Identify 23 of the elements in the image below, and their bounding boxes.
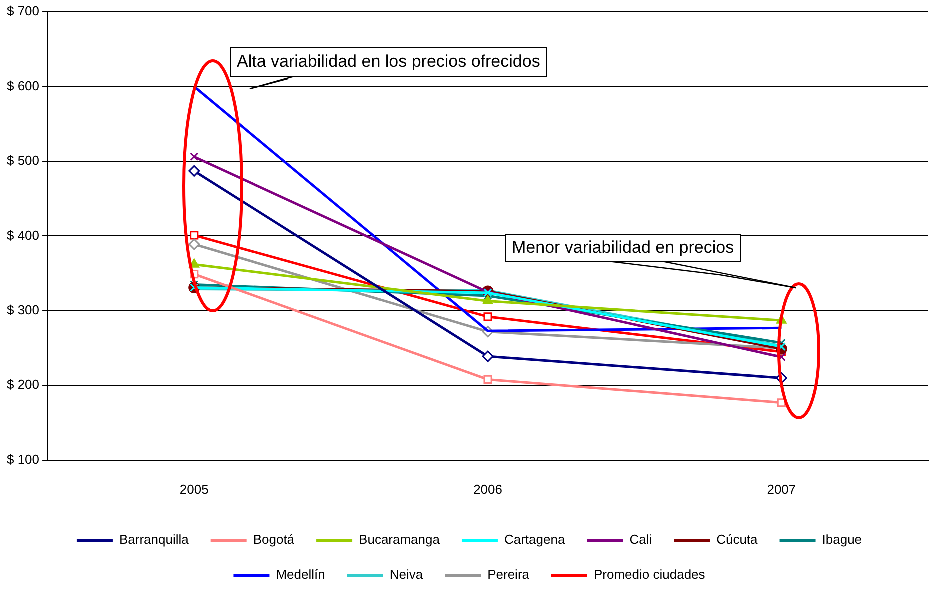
legend-label: Cartagena xyxy=(504,532,566,548)
legend-label: Pereira xyxy=(488,567,530,582)
legend-label: Cúcuta xyxy=(716,532,759,548)
y-tick-label: $ 300 xyxy=(6,302,40,318)
legend-label: Promedio ciudades xyxy=(594,567,706,582)
x-tick-label: 2007 xyxy=(767,482,796,497)
legend-label: Cali xyxy=(630,532,652,548)
legend-label: Ibague xyxy=(822,532,862,548)
y-tick-label: $ 700 xyxy=(6,4,40,19)
y-tick-label: $ 200 xyxy=(6,377,40,392)
x-tick-label: 2006 xyxy=(474,482,502,497)
legend-label: Barranquilla xyxy=(119,532,190,548)
y-tick-label: $ 500 xyxy=(6,153,40,168)
y-tick-label: $ 100 xyxy=(6,452,40,467)
x-tick-label: 2005 xyxy=(180,482,209,497)
annotation: Alta variabilidad en los precios ofrecidos xyxy=(230,47,548,77)
legend-label: Bogotá xyxy=(253,532,296,548)
annotation: Menor variabilidad en precios xyxy=(505,234,742,262)
legend-label: Neiva xyxy=(390,567,424,582)
legend-label: Medellín xyxy=(276,567,326,582)
y-tick-label: $ 600 xyxy=(6,78,40,94)
y-tick-label: $ 400 xyxy=(6,228,40,243)
legend-label: Bucaramanga xyxy=(359,532,441,548)
